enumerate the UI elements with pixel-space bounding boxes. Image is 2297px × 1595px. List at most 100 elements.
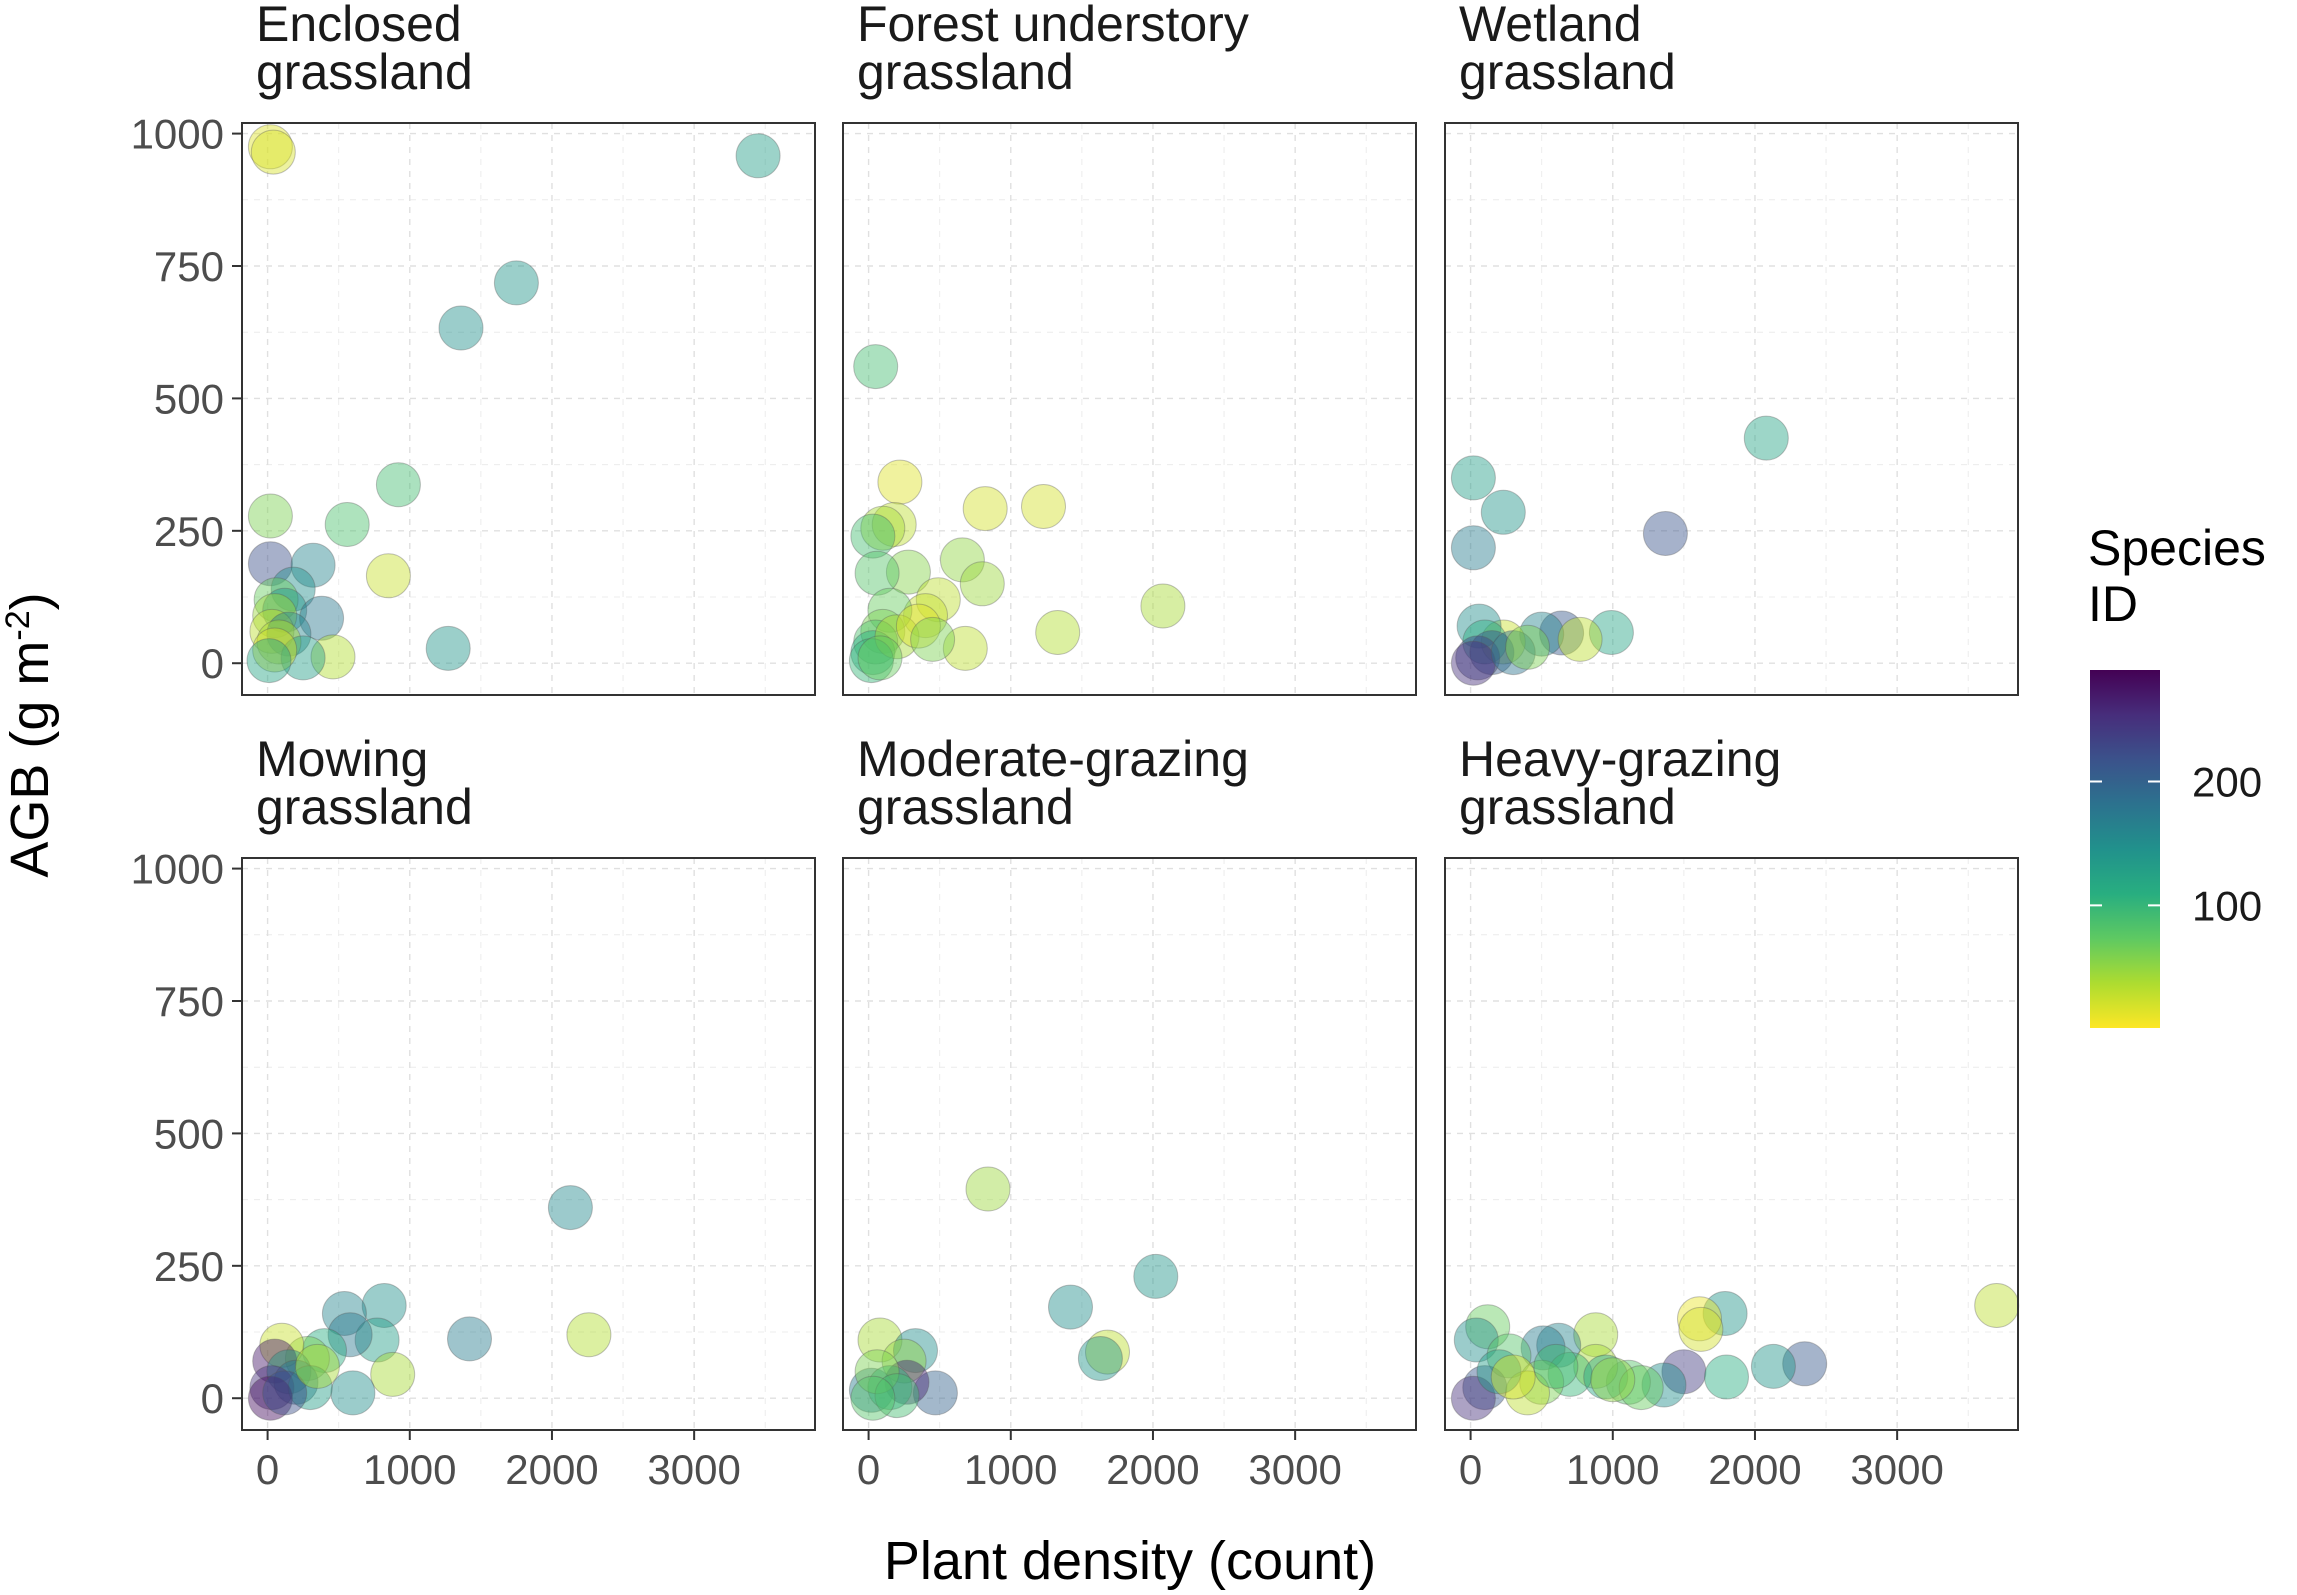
data-point <box>375 462 421 508</box>
data-point <box>1590 1357 1636 1403</box>
data-point <box>284 1336 330 1381</box>
y-axis-title-superscript: -2 <box>0 610 37 641</box>
data-point <box>850 630 896 676</box>
data-point <box>250 129 296 175</box>
data-point <box>867 1365 913 1411</box>
data-point <box>1048 1284 1093 1330</box>
data-point <box>939 537 985 583</box>
data-point <box>1557 616 1603 662</box>
data-point <box>848 638 894 684</box>
data-point <box>1462 619 1508 665</box>
panel-title-line2: grassland <box>256 44 473 100</box>
panel-title-enclosed: Enclosed grassland <box>256 0 473 100</box>
data-point <box>547 1185 593 1231</box>
panel-border <box>842 857 1417 1431</box>
data-point <box>959 561 1005 607</box>
data-point <box>1469 630 1515 676</box>
data-point <box>1678 1306 1724 1352</box>
panel-border <box>241 857 816 1431</box>
y-tick-label: 750 <box>154 978 224 1025</box>
data-point <box>1520 1325 1566 1371</box>
data-point <box>330 1370 376 1416</box>
x-tick-label: 2000 <box>1106 1446 1199 1493</box>
data-point <box>1974 1283 2020 1328</box>
data-point <box>1456 603 1502 649</box>
y-tick-label: 0 <box>201 640 224 687</box>
data-point <box>877 459 923 505</box>
y-tick-label: 250 <box>154 1243 224 1290</box>
panel-title-line1: Heavy-grazing <box>1459 731 1782 787</box>
data-point <box>259 1322 305 1368</box>
panel: 0 1000 2000 3000 <box>1444 857 2020 1493</box>
y-tick-label: 500 <box>154 375 224 422</box>
panel-border <box>1444 122 2019 696</box>
data-point <box>425 625 471 671</box>
data-point <box>1133 1253 1179 1299</box>
panel-border <box>842 122 1417 696</box>
x-tick-label: 0 <box>1459 1446 1482 1493</box>
panel-title-line2: grassland <box>857 779 1074 835</box>
panel-title-moderate-grazing: Moderate-grazing grassland <box>857 731 1249 835</box>
x-tick-label: 1000 <box>1566 1446 1659 1493</box>
data-point <box>365 553 411 599</box>
y-axis-title-close: ) <box>0 592 60 611</box>
data-point <box>1539 610 1585 656</box>
colorbar <box>2090 670 2160 1028</box>
x-tick-label: 2000 <box>505 1446 598 1493</box>
x-tick-label: 3000 <box>1248 1446 1341 1493</box>
data-point <box>1536 1322 1582 1368</box>
data-point <box>1077 1336 1123 1381</box>
data-point <box>249 1365 295 1411</box>
data-point <box>1480 489 1526 535</box>
panel-title-wetland: Wetland grassland <box>1459 0 1676 100</box>
data-point <box>1450 640 1496 686</box>
colorbar-tick-label: 200 <box>2192 758 2262 805</box>
data-point <box>1519 611 1565 657</box>
panel-title-line1: Wetland <box>1459 0 1642 52</box>
data-point <box>850 1375 896 1421</box>
data-point <box>370 1351 416 1397</box>
data-point <box>871 502 917 547</box>
data-point <box>1588 610 1634 655</box>
data-point <box>853 619 899 665</box>
y-tick-label: 500 <box>154 1110 224 1157</box>
data-point <box>302 1328 347 1374</box>
panel-title-line2: grassland <box>1459 44 1676 100</box>
data-point <box>1490 630 1536 676</box>
data-point <box>854 1349 900 1395</box>
data-point <box>854 550 900 596</box>
data-point <box>321 1291 367 1336</box>
data-point <box>1505 1370 1550 1416</box>
panel-border <box>1444 857 2019 1431</box>
x-tick-label: 1000 <box>363 1446 456 1493</box>
panel-title-line2: grassland <box>256 779 473 835</box>
y-axis-title-text: AGB (g m <box>0 640 60 878</box>
y-tick-label: 250 <box>154 508 224 555</box>
data-point <box>266 611 312 657</box>
panel: 0 250 500 750 1000 <box>131 111 816 696</box>
data-point <box>287 1365 333 1411</box>
data-point <box>1450 525 1496 571</box>
data-point <box>860 505 906 551</box>
legend-title-line1: Species <box>2088 520 2266 576</box>
panel: 0 250 500 750 1000 0 1000 2000 3000 <box>131 846 816 1493</box>
data-point <box>912 1370 958 1416</box>
data-point <box>246 638 292 684</box>
x-tick-label: 0 <box>857 1446 880 1493</box>
data-point <box>1462 1365 1508 1411</box>
data-point <box>885 549 931 595</box>
data-point <box>1583 1354 1629 1400</box>
data-point <box>735 133 781 179</box>
data-point <box>1641 1362 1687 1408</box>
data-point <box>1743 415 1789 461</box>
data-point <box>247 124 293 170</box>
data-point <box>262 587 308 633</box>
data-point <box>962 486 1008 532</box>
data-point <box>1782 1341 1828 1387</box>
data-point <box>895 603 941 649</box>
panel-title-line1: Moderate-grazing <box>857 731 1249 787</box>
data-point <box>266 1349 312 1395</box>
data-point <box>249 608 295 654</box>
data-point <box>1450 1375 1496 1421</box>
